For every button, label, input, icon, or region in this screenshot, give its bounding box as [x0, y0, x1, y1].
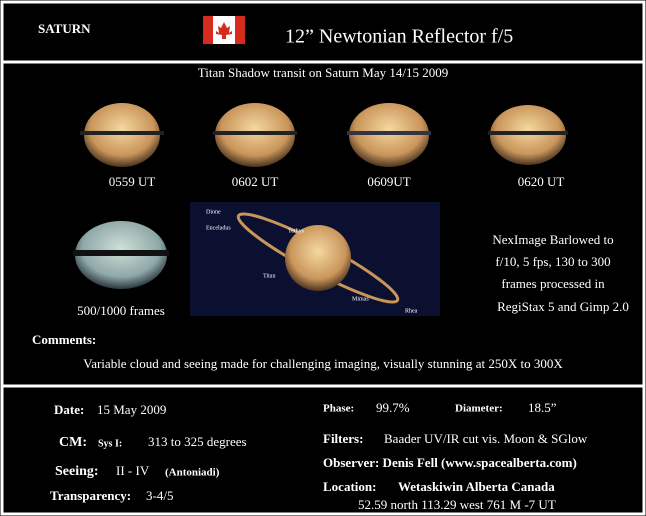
subtitle: Titan Shadow transit on Saturn May 14/15… — [198, 65, 449, 80]
label: Sys I: — [98, 438, 122, 449]
caption: 0620 UT — [518, 174, 565, 189]
observer: Observer: Denis Fell (www.spacealberta.c… — [323, 455, 577, 470]
label: Filters: — [323, 431, 363, 446]
label: Location: — [323, 479, 376, 494]
value: 313 to 325 degrees — [148, 434, 247, 449]
flag — [203, 16, 245, 44]
value: Baader UV/IR cut vis. Moon & SGlow — [384, 431, 588, 446]
caption: 500/1000 frames — [77, 303, 165, 318]
equipment: frames processed in — [501, 276, 605, 291]
equipment: RegiStax 5 and Gimp 2.0 — [497, 299, 629, 314]
value: 3-4/5 — [146, 488, 173, 503]
moon-label: Enceladus — [206, 225, 231, 231]
equipment: NexImage Barlowed to — [492, 232, 613, 247]
moon-label: Mimas — [352, 296, 369, 302]
value: (Antoniadi) — [165, 467, 220, 479]
comments-text: Variable cloud and seeing made for chall… — [83, 356, 563, 371]
value: 15 May 2009 — [97, 402, 166, 417]
report: SATURN 12” Newtonian Reflector f/5 Titan… — [0, 0, 646, 516]
moon-label: Titan — [263, 273, 275, 279]
moon-label: Dione — [206, 209, 221, 215]
value: Wetaskiwin Alberta Canada — [398, 479, 555, 494]
caption: 0602 UT — [232, 174, 279, 189]
moon-label: Rhea — [405, 308, 418, 314]
value: 52.59 north 113.29 west 761 M -7 UT — [358, 497, 556, 512]
label: Date: — [54, 402, 84, 417]
equipment: f/10, 5 fps, 130 to 300 — [495, 254, 610, 269]
comments-label: Comments: — [32, 332, 96, 347]
value: II - IV — [116, 463, 150, 478]
label: Seeing: — [55, 464, 99, 479]
label: Diameter: — [455, 403, 503, 415]
value: 18.5” — [528, 400, 557, 415]
label: Phase: — [323, 403, 354, 415]
object: SATURN — [38, 21, 91, 36]
moon-label: Tethys — [288, 228, 305, 234]
caption: 0609UT — [367, 174, 410, 189]
telescope: 12” Newtonian Reflector f/5 — [285, 26, 513, 48]
value: 99.7% — [376, 400, 410, 415]
label: Transparency: — [50, 488, 131, 503]
caption: 0559 UT — [109, 174, 156, 189]
moon-diagram: Dione Enceladus Tethys Titan Mimas Rhea — [190, 202, 440, 316]
label: CM: — [59, 435, 87, 450]
